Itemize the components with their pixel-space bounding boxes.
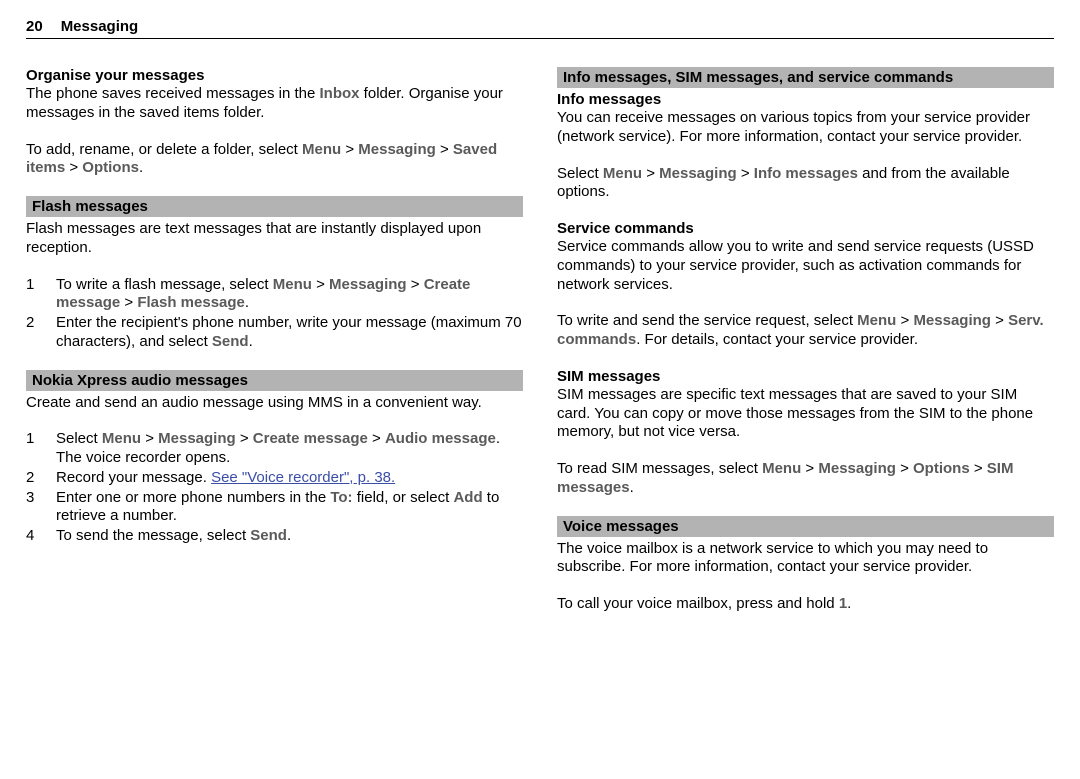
list-xpress: 1 Select Menu > Messaging > Create messa… xyxy=(26,430,523,546)
para-sim-1: SIM messages are specific text messages … xyxy=(557,386,1054,442)
para-organise-2: To add, rename, or delete a folder, sele… xyxy=(26,141,523,179)
para-service-2: To write and send the service request, s… xyxy=(557,312,1054,350)
para-info-1: You can receive messages on various topi… xyxy=(557,109,1054,147)
label-inbox: Inbox xyxy=(320,85,360,102)
list-item: 1 To write a flash message, select Menu … xyxy=(26,276,523,314)
para-voice-1: The voice mailbox is a network service t… xyxy=(557,540,1054,578)
columns: Organise your messages The phone saves r… xyxy=(26,67,1054,614)
heading-flash: Flash messages xyxy=(26,196,523,217)
page: 20 Messaging Organise your messages The p… xyxy=(0,0,1080,632)
page-header-text: 20 Messaging xyxy=(26,18,138,35)
list-text: To send the message, select Send. xyxy=(56,527,523,546)
list-text: To write a flash message, select Menu > … xyxy=(56,276,523,314)
para-xpress-1: Create and send an audio message using M… xyxy=(26,394,523,413)
list-text: Enter one or more phone numbers in the T… xyxy=(56,489,523,527)
heading-info-sim-service: Info messages, SIM messages, and service… xyxy=(557,67,1054,88)
list-text: Record your message. See "Voice recorder… xyxy=(56,469,523,488)
list-item: 2 Record your message. See "Voice record… xyxy=(26,469,523,488)
list-number: 1 xyxy=(26,430,56,468)
right-column: Info messages, SIM messages, and service… xyxy=(557,67,1054,614)
para-voice-2: To call your voice mailbox, press and ho… xyxy=(557,595,1054,614)
list-number: 3 xyxy=(26,489,56,527)
list-number: 4 xyxy=(26,527,56,546)
list-number: 1 xyxy=(26,276,56,314)
list-number: 2 xyxy=(26,314,56,352)
heading-xpress: Nokia Xpress audio messages xyxy=(26,370,523,391)
list-text: Enter the recipient's phone number, writ… xyxy=(56,314,523,352)
list-item: 2 Enter the recipient's phone number, wr… xyxy=(26,314,523,352)
heading-info-messages: Info messages xyxy=(557,91,1054,108)
path-menu: Menu xyxy=(302,141,341,158)
list-number: 2 xyxy=(26,469,56,488)
list-item: 1 Select Menu > Messaging > Create messa… xyxy=(26,430,523,468)
para-organise-1: The phone saves received messages in the… xyxy=(26,85,523,123)
list-item: 4 To send the message, select Send. xyxy=(26,527,523,546)
page-header: 20 Messaging xyxy=(26,18,1054,39)
path-messaging: Messaging xyxy=(358,141,436,158)
page-number: 20 xyxy=(26,18,43,35)
para-info-2: Select Menu > Messaging > Info messages … xyxy=(557,165,1054,203)
left-column: Organise your messages The phone saves r… xyxy=(26,67,523,614)
para-sim-2: To read SIM messages, select Menu > Mess… xyxy=(557,460,1054,498)
key-1: 1 xyxy=(839,595,847,612)
section-title: Messaging xyxy=(61,18,139,35)
para-flash-1: Flash messages are text messages that ar… xyxy=(26,220,523,258)
link-voice-recorder[interactable]: See "Voice recorder", p. 38. xyxy=(211,469,395,486)
list-item: 3 Enter one or more phone numbers in the… xyxy=(26,489,523,527)
para-service-1: Service commands allow you to write and … xyxy=(557,238,1054,294)
heading-service-commands: Service commands xyxy=(557,220,1054,237)
heading-organise: Organise your messages xyxy=(26,67,523,84)
path-options: Options xyxy=(82,159,139,176)
list-text: Select Menu > Messaging > Create message… xyxy=(56,430,523,468)
heading-sim-messages: SIM messages xyxy=(557,368,1054,385)
heading-voice-messages: Voice messages xyxy=(557,516,1054,537)
list-flash: 1 To write a flash message, select Menu … xyxy=(26,276,523,352)
